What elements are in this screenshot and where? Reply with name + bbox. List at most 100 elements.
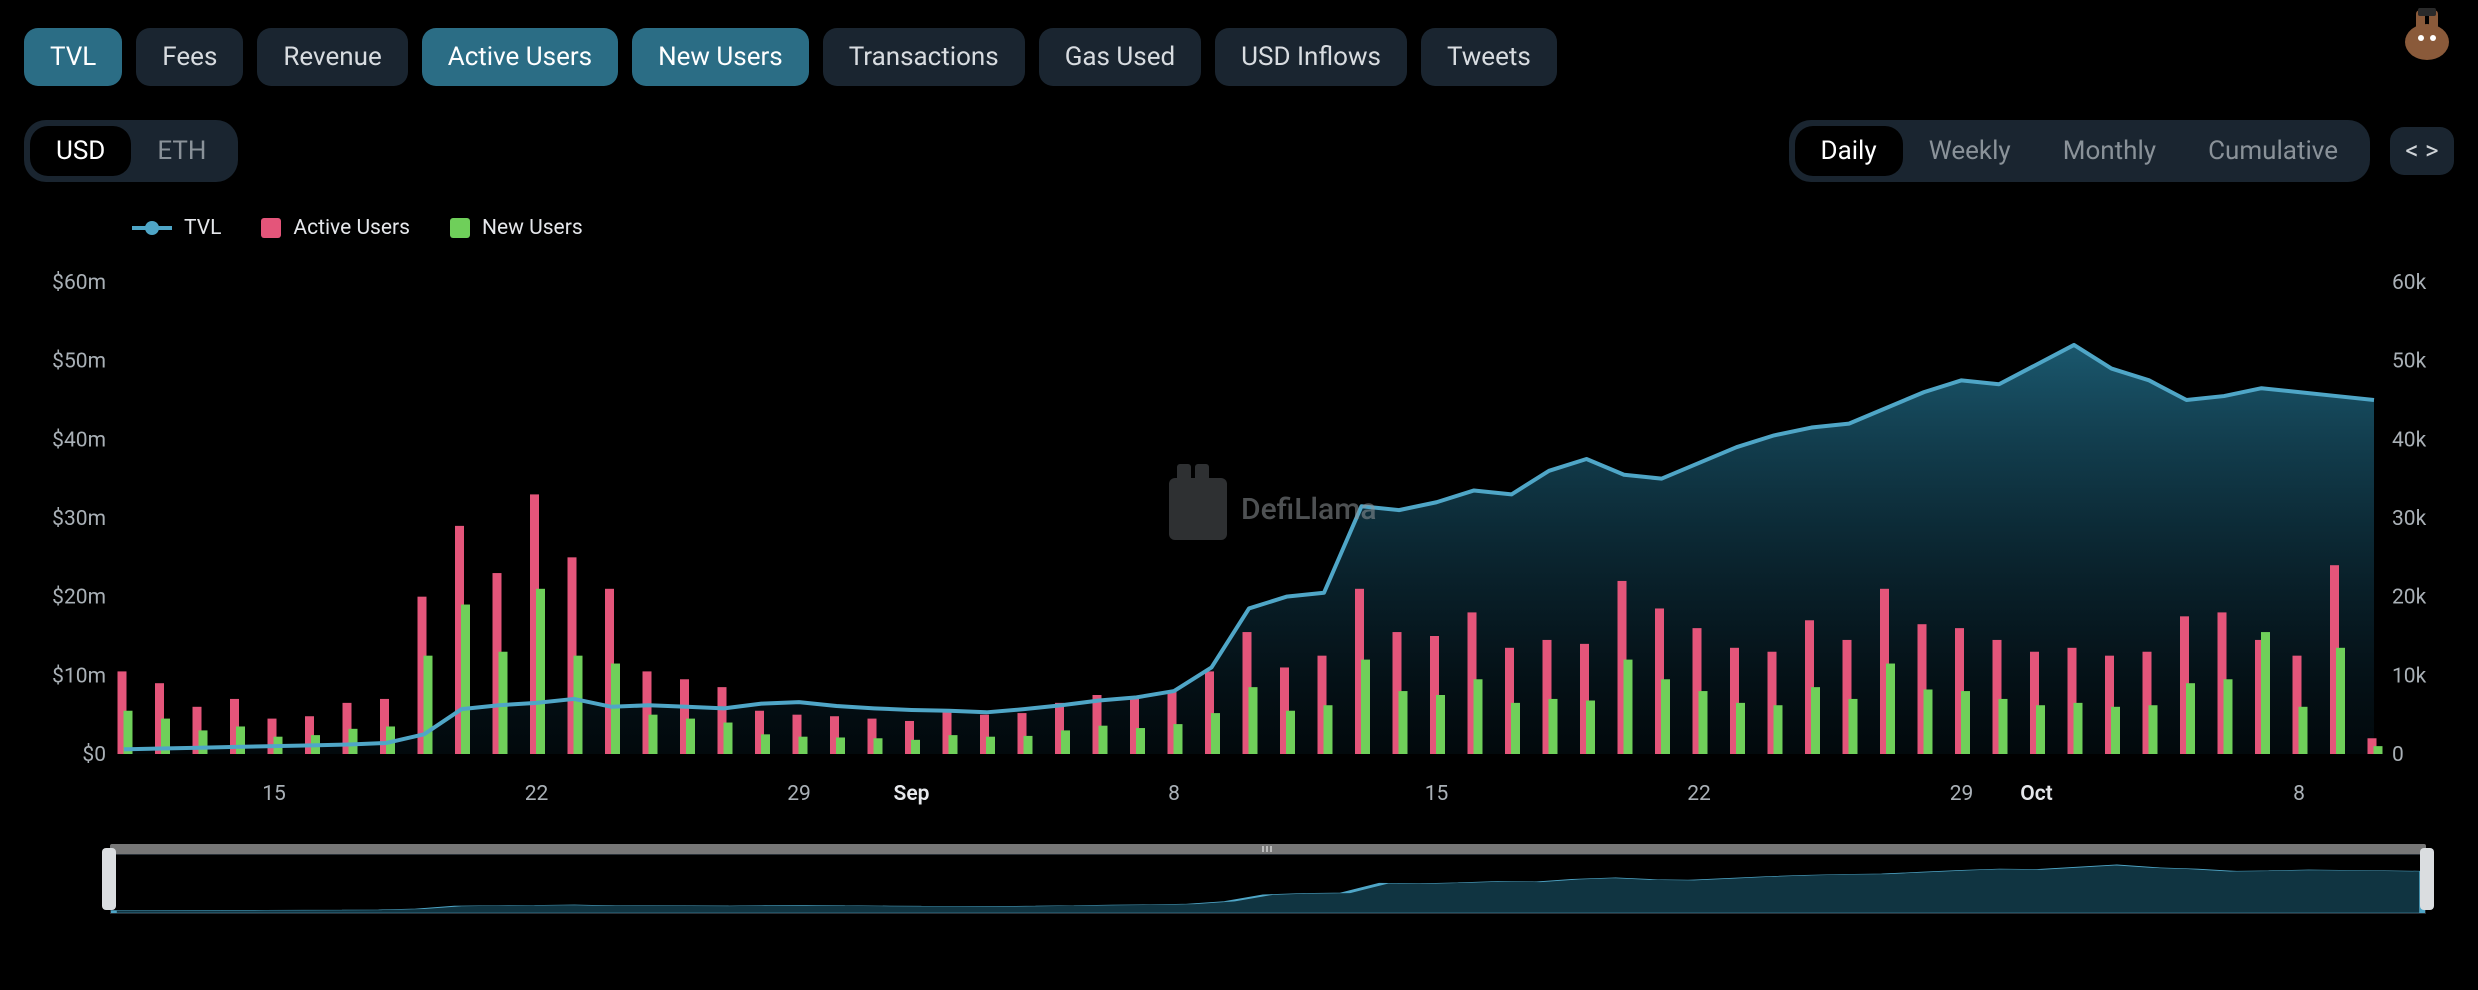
metric-tab-tvl[interactable]: TVL [24, 28, 122, 86]
bar-new-users [761, 734, 770, 754]
chart-legend: TVL Active Users New Users [0, 182, 2478, 240]
svg-text:15: 15 [262, 782, 286, 806]
bar-new-users [536, 589, 545, 754]
currency-option-usd[interactable]: USD [30, 126, 131, 176]
bar-new-users [1886, 664, 1895, 754]
bar-new-users [2111, 707, 2120, 754]
bar-new-users [1586, 701, 1595, 754]
bar-new-users [986, 737, 995, 754]
bar-new-users [1624, 660, 1633, 754]
svg-text:20k: 20k [2392, 586, 2427, 610]
bar-new-users [611, 664, 620, 754]
legend-label: TVL [184, 216, 221, 240]
metric-tab-gas-used[interactable]: Gas Used [1039, 28, 1201, 86]
legend-item-tvl[interactable]: TVL [132, 216, 221, 240]
bar-new-users [2336, 648, 2345, 754]
bar-new-users [1211, 713, 1220, 754]
svg-text:40k: 40k [2392, 428, 2427, 452]
bar-new-users [874, 738, 883, 754]
currency-option-eth[interactable]: ETH [131, 126, 232, 176]
bar-new-users [2374, 746, 2383, 754]
metric-tab-tweets[interactable]: Tweets [1421, 28, 1557, 86]
interval-option-cumulative[interactable]: Cumulative [2182, 126, 2364, 176]
bar-new-users [799, 737, 808, 754]
svg-text:$60m: $60m [52, 271, 106, 295]
legend-label: New Users [482, 216, 583, 240]
brush-minimap [110, 854, 2426, 914]
svg-text:8: 8 [2293, 782, 2305, 806]
bar-new-users [1774, 705, 1783, 754]
metric-tab-revenue[interactable]: Revenue [257, 28, 407, 86]
interval-option-daily[interactable]: Daily [1795, 126, 1903, 176]
svg-text:Oct: Oct [2020, 782, 2052, 806]
bar-new-users [2074, 703, 2083, 754]
bar-new-users [1061, 730, 1070, 754]
bar-new-users [1099, 726, 1108, 754]
interval-option-monthly[interactable]: Monthly [2037, 126, 2182, 176]
metric-tab-new-users[interactable]: New Users [632, 28, 809, 86]
brush-handle-right[interactable] [2420, 848, 2434, 910]
bar-new-users [686, 719, 695, 754]
svg-text:$20m: $20m [52, 586, 106, 610]
metric-tab-transactions[interactable]: Transactions [823, 28, 1025, 86]
brush-track[interactable] [110, 844, 2426, 854]
interval-option-weekly[interactable]: Weekly [1903, 126, 2037, 176]
bar-new-users [1474, 679, 1483, 754]
bar-new-users [1399, 691, 1408, 754]
bar-new-users [2224, 679, 2233, 754]
bar-new-users [2299, 707, 2308, 754]
svg-text:$40m: $40m [52, 428, 106, 452]
svg-text:$10m: $10m [52, 664, 106, 688]
bar-new-users [2036, 705, 2045, 754]
bar-new-users [724, 723, 733, 754]
bar-new-users [1924, 689, 1933, 754]
embed-button[interactable]: < > [2390, 127, 2454, 175]
svg-text:Sep: Sep [894, 782, 930, 806]
bar-new-users [424, 656, 433, 754]
metric-tab-usd-inflows[interactable]: USD Inflows [1215, 28, 1407, 86]
currency-toggle: USDETH [24, 120, 238, 182]
svg-text:29: 29 [1950, 782, 1974, 806]
legend-swatch [132, 226, 172, 230]
svg-text:29: 29 [787, 782, 811, 806]
bar-new-users [1736, 703, 1745, 754]
metric-tab-fees[interactable]: Fees [136, 28, 243, 86]
bar-new-users [1136, 728, 1145, 754]
svg-text:22: 22 [1687, 782, 1711, 806]
svg-text:30k: 30k [2392, 507, 2427, 531]
svg-text:22: 22 [525, 782, 549, 806]
brush-handle-left[interactable] [102, 848, 116, 910]
embed-icon: < > [2405, 136, 2438, 166]
bar-new-users [1249, 687, 1258, 754]
bar-new-users [574, 656, 583, 754]
bar-new-users [349, 729, 358, 754]
bar-new-users [1699, 691, 1708, 754]
bar-new-users [1436, 695, 1445, 754]
chart-canvas: $0$10m$20m$30m$40m$50m$60m010k20k30k40k5… [24, 262, 2454, 824]
interval-toggle: DailyWeeklyMonthlyCumulative [1789, 120, 2370, 182]
metric-tabs: TVLFeesRevenue Active UsersNew UsersTrans… [0, 0, 2478, 86]
bar-new-users [1286, 711, 1295, 754]
legend-swatch [450, 218, 470, 238]
svg-text:0: 0 [2392, 743, 2404, 767]
svg-text:$0: $0 [82, 743, 106, 767]
svg-text:15: 15 [1425, 782, 1449, 806]
bar-new-users [2149, 705, 2158, 754]
svg-text:60k: 60k [2392, 271, 2427, 295]
legend-swatch [261, 218, 281, 238]
bar-new-users [1511, 703, 1520, 754]
svg-text:$50m: $50m [52, 350, 106, 374]
bar-new-users [1024, 736, 1033, 754]
bar-new-users [1324, 705, 1333, 754]
legend-item-new-users[interactable]: New Users [450, 216, 583, 240]
legend-item-active-users[interactable]: Active Users [261, 216, 410, 240]
time-range-brush[interactable] [24, 844, 2454, 914]
bar-new-users [2186, 683, 2195, 754]
bar-new-users [1174, 724, 1183, 754]
bar-new-users [836, 737, 845, 754]
bar-new-users [1549, 699, 1558, 754]
bar-new-users [199, 730, 208, 754]
metric-tab-active-users[interactable]: Active Users [422, 28, 618, 86]
bar-new-users [2261, 632, 2270, 754]
bar-new-users [461, 605, 470, 754]
